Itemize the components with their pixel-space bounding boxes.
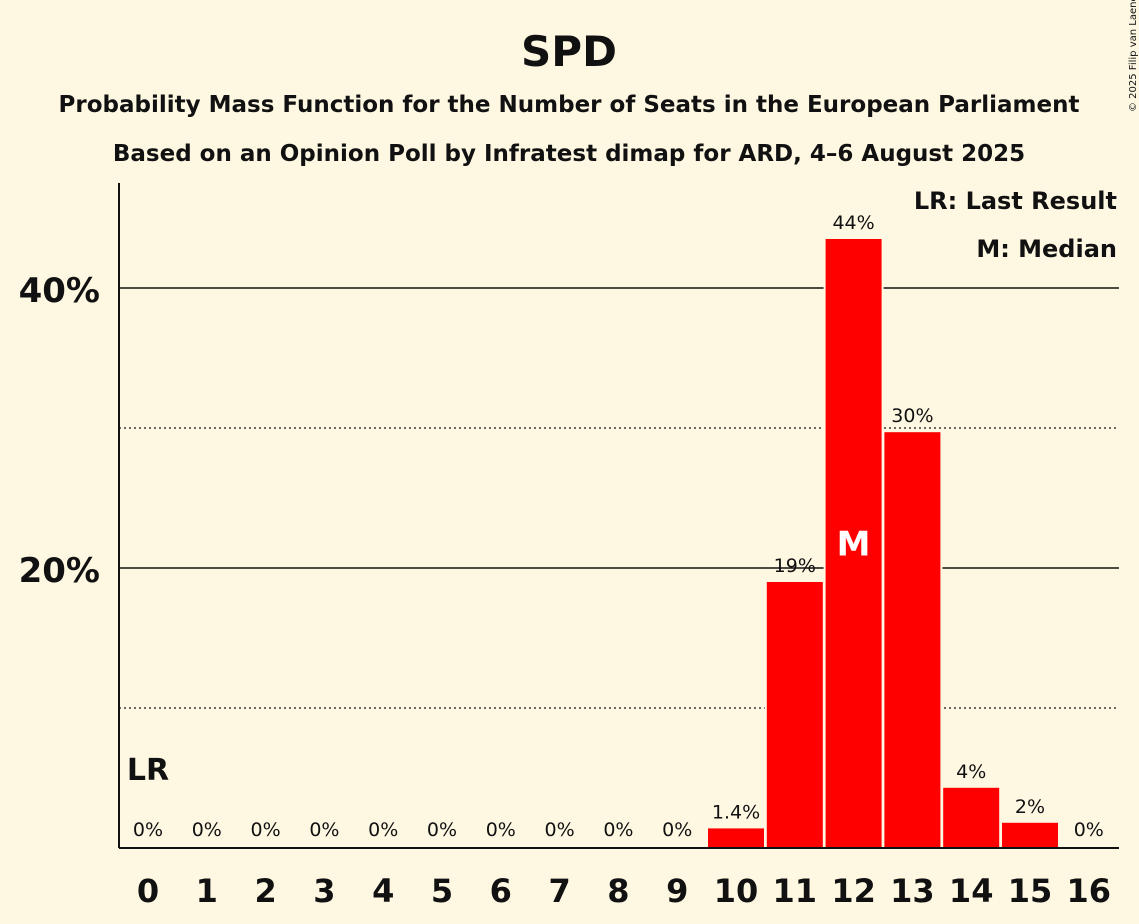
chart-subtitle-2: Based on an Opinion Poll by Infratest di… (113, 141, 1025, 167)
legend-last-result: LR: Last Result (914, 187, 1117, 215)
data-label: 1.4% (712, 801, 760, 823)
x-tick-label: 10 (714, 872, 759, 910)
chart-title: SPD (521, 27, 617, 76)
last-result-marker: LR (127, 753, 169, 788)
x-tick-label: 6 (490, 872, 512, 910)
x-tick-label: 11 (773, 872, 818, 910)
x-tick-label: 0 (137, 872, 159, 910)
x-tick-label: 1 (196, 872, 218, 910)
data-label: 30% (891, 405, 933, 427)
x-tick-label: 13 (890, 872, 935, 910)
chart-subtitle-1: Probability Mass Function for the Number… (59, 92, 1080, 118)
x-tick-label: 3 (313, 872, 335, 910)
median-marker: M (837, 525, 871, 565)
data-label: 0% (1074, 819, 1104, 841)
bar (1002, 822, 1058, 848)
x-tick-label: 2 (254, 872, 276, 910)
bar (766, 582, 823, 848)
data-label: 0% (545, 819, 575, 841)
bar (884, 432, 941, 848)
x-tick-label: 7 (548, 872, 570, 910)
data-label: 0% (309, 819, 339, 841)
data-label: 19% (774, 555, 816, 577)
legend-median: M: Median (976, 235, 1117, 263)
x-tick-label: 9 (666, 872, 688, 910)
axes: 20%40%0 1 2 3 4 5 6 7 8 9 10 11 12 13 14 15 16 (19, 183, 1119, 910)
x-tick-label: 5 (431, 872, 453, 910)
data-label: 0% (662, 819, 692, 841)
bar (825, 239, 882, 848)
data-label: 44% (832, 212, 874, 234)
copyright-note: © 2025 Filip van Laenen (1128, 0, 1139, 112)
gridlines (119, 287, 1119, 709)
bars: 0% LR 0% 0% 0% 0% 0% 0% 0% 0% 0% 1.4% 19% 44% M 30% 4% 2%… (127, 212, 1104, 848)
x-tick-label: 16 (1067, 872, 1112, 910)
x-tick-label: 14 (949, 872, 994, 910)
data-label: 0% (427, 819, 457, 841)
y-tick-label: 40% (19, 271, 100, 311)
data-label: 0% (192, 819, 222, 841)
data-label: 2% (1015, 796, 1045, 818)
x-tick-label: 15 (1008, 872, 1053, 910)
data-label: 4% (956, 761, 986, 783)
data-label: 0% (251, 819, 281, 841)
x-tick-label: 12 (831, 872, 876, 910)
y-tick-label: 20% (19, 551, 100, 591)
bar (708, 828, 764, 848)
data-label: 0% (133, 819, 163, 841)
data-label: 0% (486, 819, 516, 841)
bar (943, 787, 1000, 848)
x-tick-label: 8 (607, 872, 629, 910)
data-label: 0% (603, 819, 633, 841)
data-label: 0% (368, 819, 398, 841)
x-tick-label: 4 (372, 872, 394, 910)
